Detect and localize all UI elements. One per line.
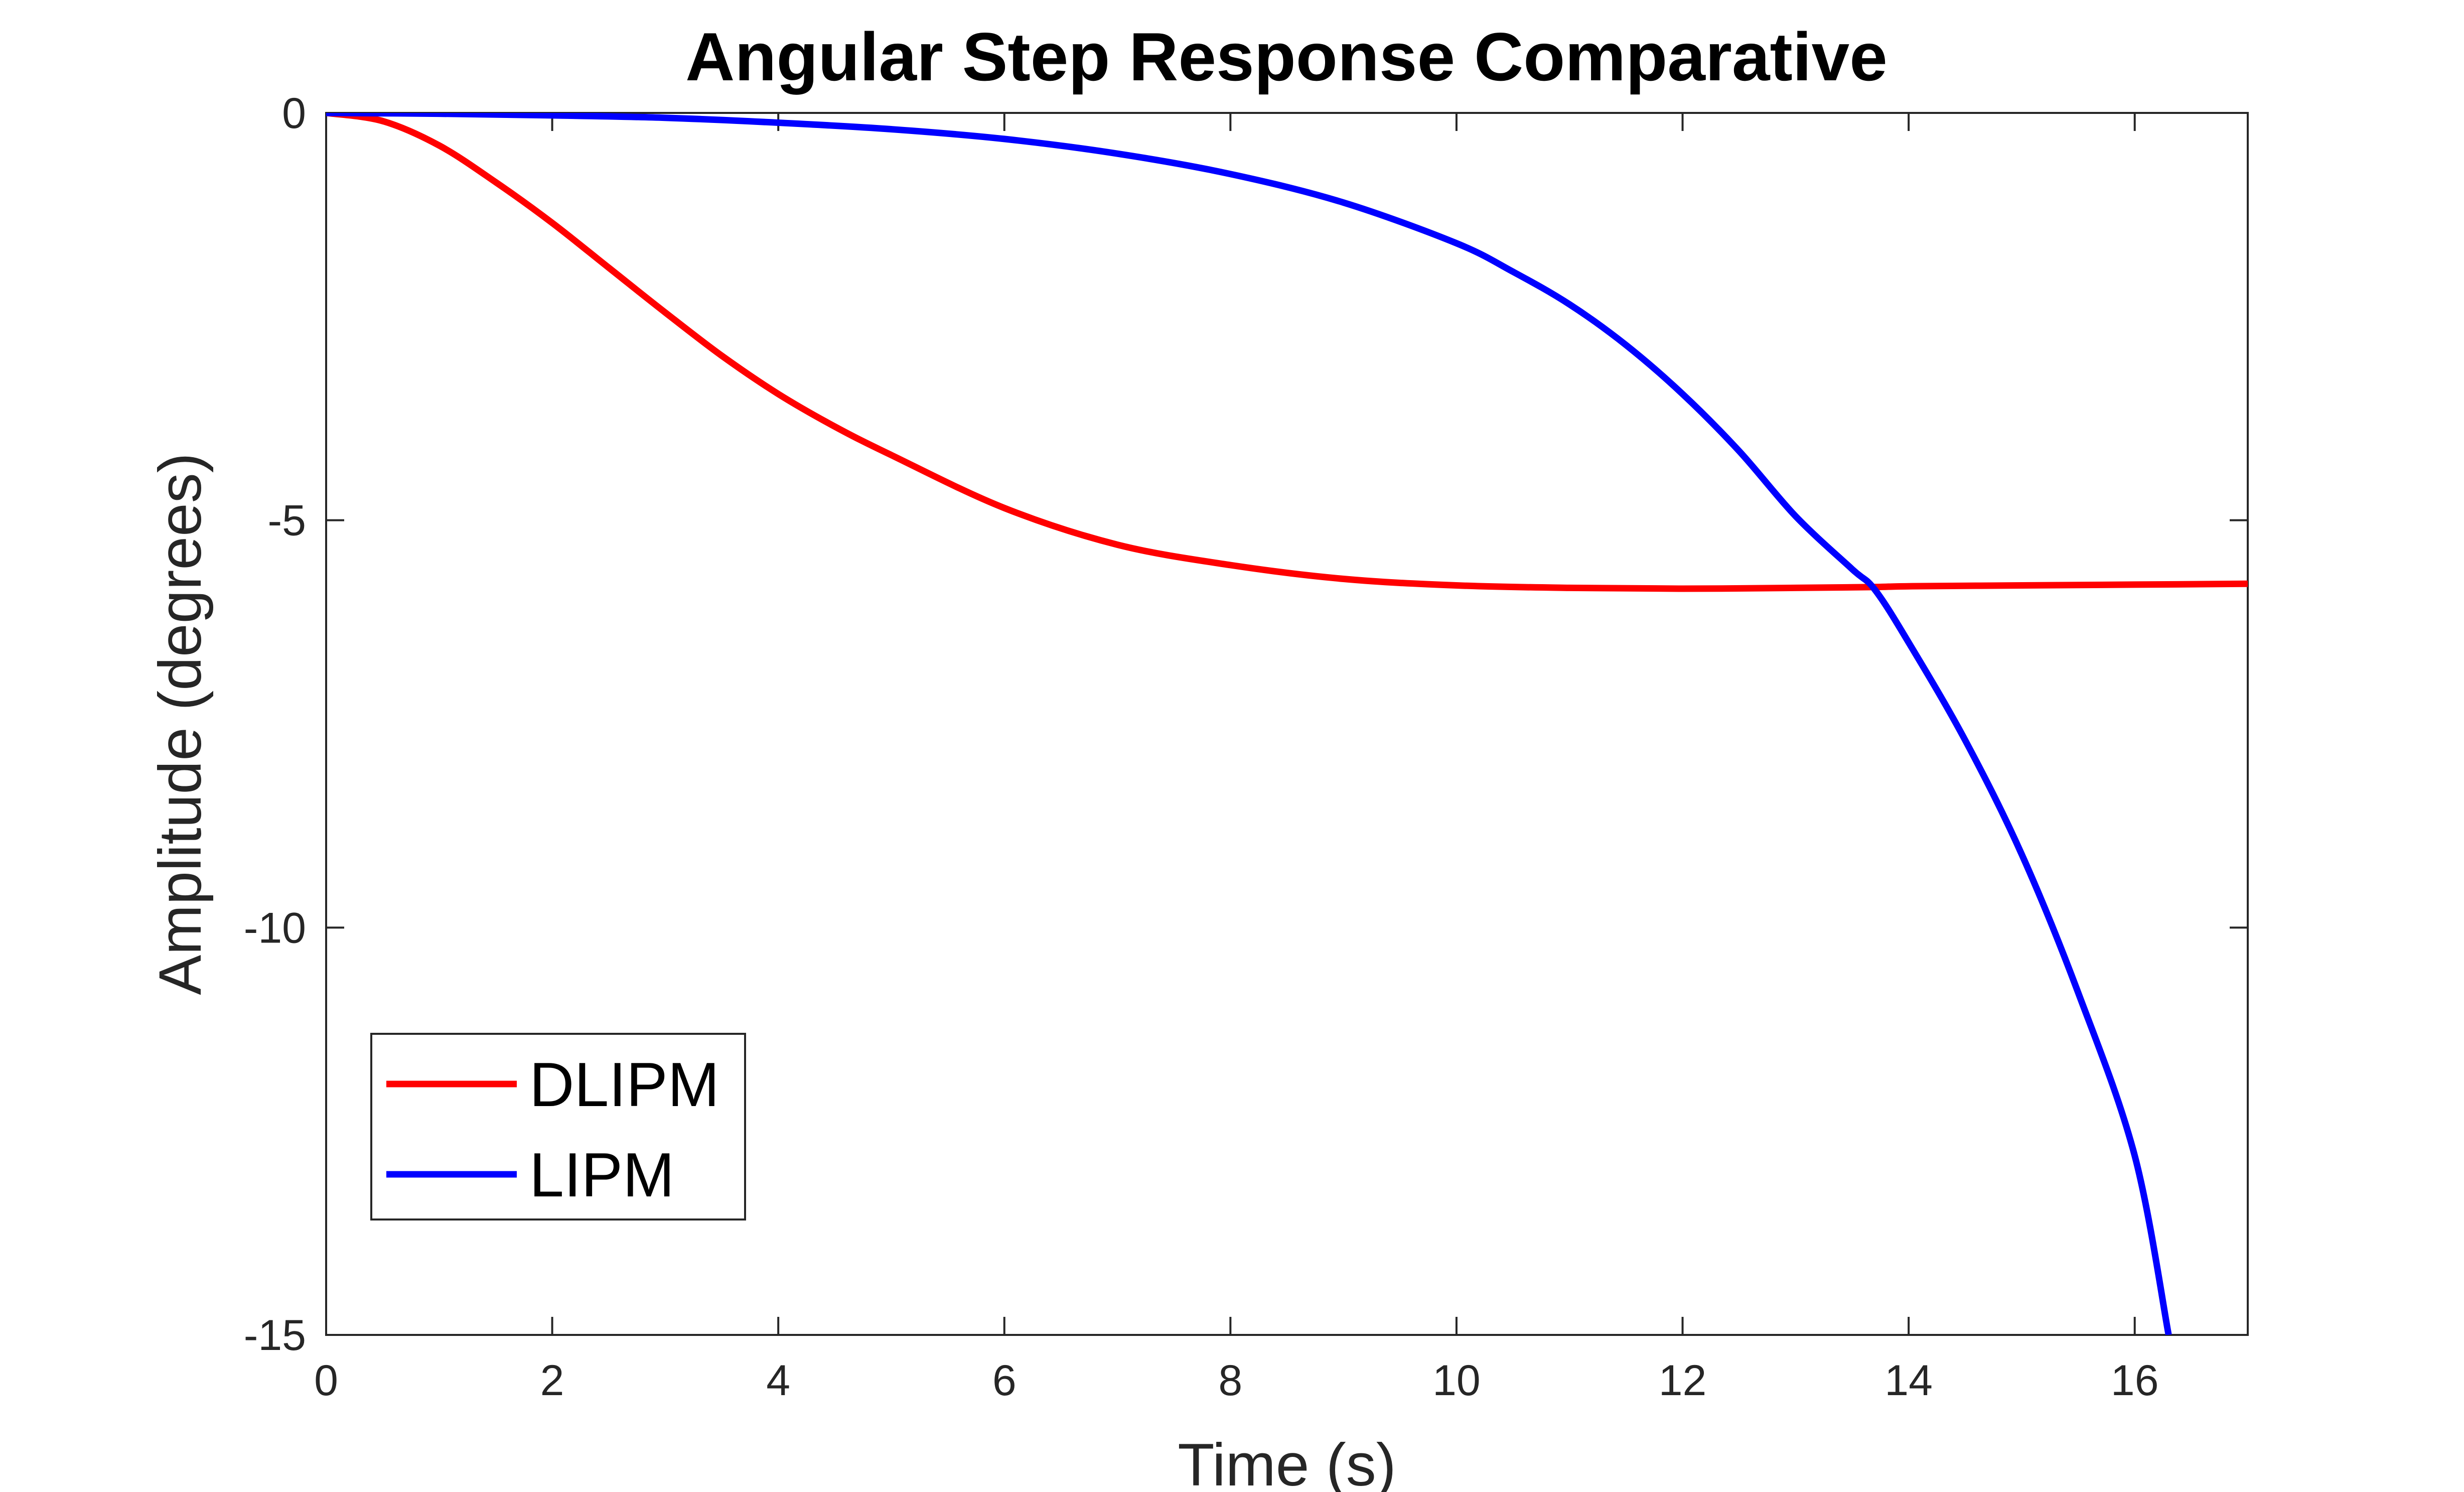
- y-axis-label: Amplitude (degrees): [147, 453, 214, 995]
- y-tick-label: -5: [268, 497, 306, 545]
- y-tick-label: -15: [244, 1311, 306, 1360]
- x-axis-label: Time (s): [1178, 1431, 1396, 1492]
- x-tick-label: 10: [1432, 1357, 1481, 1405]
- x-tick-label: 16: [2111, 1357, 2159, 1405]
- tick-labels: 0 2 4 6 8 10 12 14 16 0 -5 -10 -15: [244, 89, 2159, 1405]
- x-tick-label: 12: [1659, 1357, 1707, 1405]
- x-tick-label: 4: [766, 1357, 790, 1405]
- legend-label-dlipm: DLIPM: [529, 1050, 719, 1120]
- series-line-lipm: [326, 113, 2172, 1335]
- legend-entries: DLIPM LIPM: [386, 1050, 719, 1210]
- tick-marks: [325, 112, 2248, 1336]
- y-tick-label: -10: [244, 904, 306, 952]
- legend-box: [370, 1033, 746, 1220]
- chart-title: Angular Step Response Comparative: [685, 19, 1888, 95]
- x-tick-label: 14: [1885, 1357, 1933, 1405]
- x-tick-label: 8: [1218, 1357, 1242, 1405]
- x-tick-label: 0: [314, 1357, 338, 1405]
- series-lines: [326, 113, 2248, 1335]
- y-tick-label: 0: [282, 89, 306, 138]
- legend: DLIPM LIPM: [370, 1033, 746, 1220]
- series-line-dlipm: [326, 113, 2248, 592]
- x-tick-label: 6: [992, 1357, 1017, 1405]
- x-tick-label: 2: [540, 1357, 564, 1405]
- legend-label-lipm: LIPM: [529, 1141, 674, 1210]
